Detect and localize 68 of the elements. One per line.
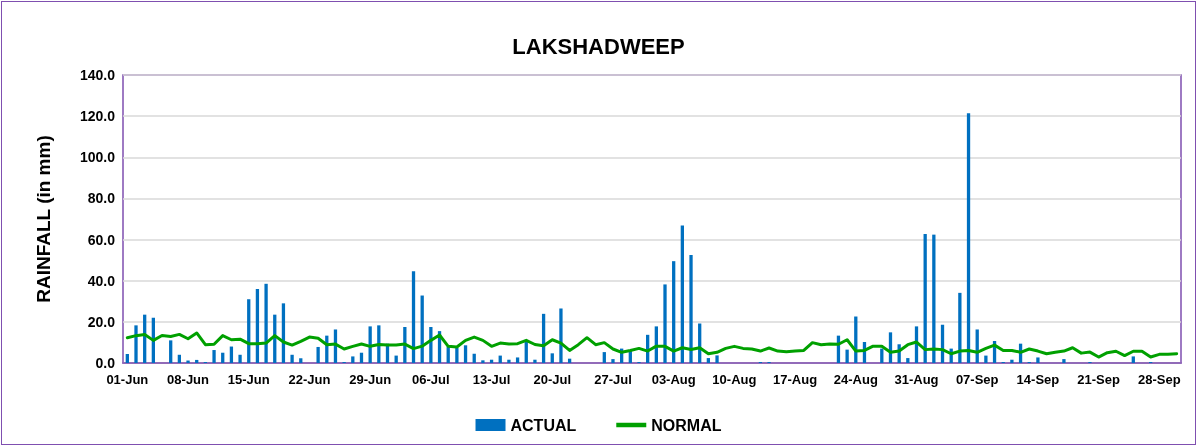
legend-label: NORMAL: [651, 416, 722, 434]
x-tick-label: 31-Aug: [894, 372, 939, 387]
bar: [715, 355, 719, 363]
bar: [264, 283, 268, 363]
bar: [1062, 359, 1066, 363]
x-tick-label: 22-Jun: [288, 372, 331, 387]
line-series: [125, 331, 1179, 359]
x-tick-label: 13-Jul: [472, 372, 511, 387]
bar: [602, 352, 606, 363]
x-tick-label: 17-Aug: [773, 372, 818, 387]
x-tick-label: 01-Jun: [106, 372, 149, 387]
bar: [507, 359, 511, 363]
bar: [1036, 357, 1040, 363]
bar: [845, 349, 849, 363]
bar: [481, 360, 485, 363]
bar: [524, 342, 528, 363]
x-tick-label: 28-Sep: [1138, 372, 1181, 387]
bar: [984, 355, 988, 363]
bar: [906, 358, 910, 363]
y-axis-title: RAINFALL (in mm): [33, 135, 54, 303]
bar: [455, 347, 459, 363]
y-tick-label: 140.0: [79, 67, 116, 83]
bar: [463, 345, 468, 363]
bar: [689, 255, 693, 363]
x-tick-label: 29-Jun: [349, 372, 392, 387]
x-tick-label: 07-Sep: [955, 372, 999, 387]
bar: [125, 353, 129, 363]
bar: [515, 357, 520, 363]
bar: [533, 359, 537, 363]
y-tick-label: 20.0: [87, 313, 116, 330]
y-tick-label: 60.0: [87, 231, 116, 248]
x-tick-label: 20-Jul: [533, 372, 572, 387]
bar: [1131, 356, 1135, 363]
bar: [550, 353, 554, 363]
x-tick-label: 15-Jun: [227, 372, 270, 387]
bar: [958, 292, 962, 363]
x-tick-label: 27-Jul: [594, 372, 632, 387]
y-tick-label: 80.0: [87, 190, 116, 207]
bar: [1010, 359, 1014, 363]
bar: [238, 354, 242, 363]
x-tick-label: 10-Aug: [712, 372, 757, 387]
x-tick-label: 06-Jul: [412, 372, 450, 387]
y-tick-label: 100.0: [79, 149, 116, 166]
bar: [663, 284, 667, 363]
bar: [429, 327, 433, 363]
y-tick-label: 40.0: [87, 272, 116, 289]
bar: [195, 359, 199, 363]
legend-label: ACTUAL: [510, 416, 577, 434]
x-tick-label: 08-Jun: [167, 372, 210, 387]
bar: [316, 346, 320, 363]
bar: [299, 358, 303, 363]
bar: [611, 359, 615, 363]
bar: [186, 360, 190, 363]
y-tick-label: 0.0: [95, 355, 116, 371]
bar: [559, 308, 563, 363]
bar: [169, 340, 173, 363]
bar: [351, 356, 355, 363]
y-tick-label: 120.0: [79, 108, 116, 125]
x-tick-label: 21-Sep: [1077, 372, 1120, 387]
bar: [134, 325, 138, 363]
x-tick-label: 03-Aug: [651, 372, 696, 387]
bar: [212, 350, 216, 363]
x-tick-label: 24-Aug: [833, 372, 878, 387]
x-tick-label: 14-Sep: [1016, 372, 1060, 387]
bar: [706, 358, 711, 363]
bar: [290, 354, 294, 363]
bar: [966, 113, 971, 363]
chart-title: LAKSHADWEEP: [512, 33, 685, 59]
